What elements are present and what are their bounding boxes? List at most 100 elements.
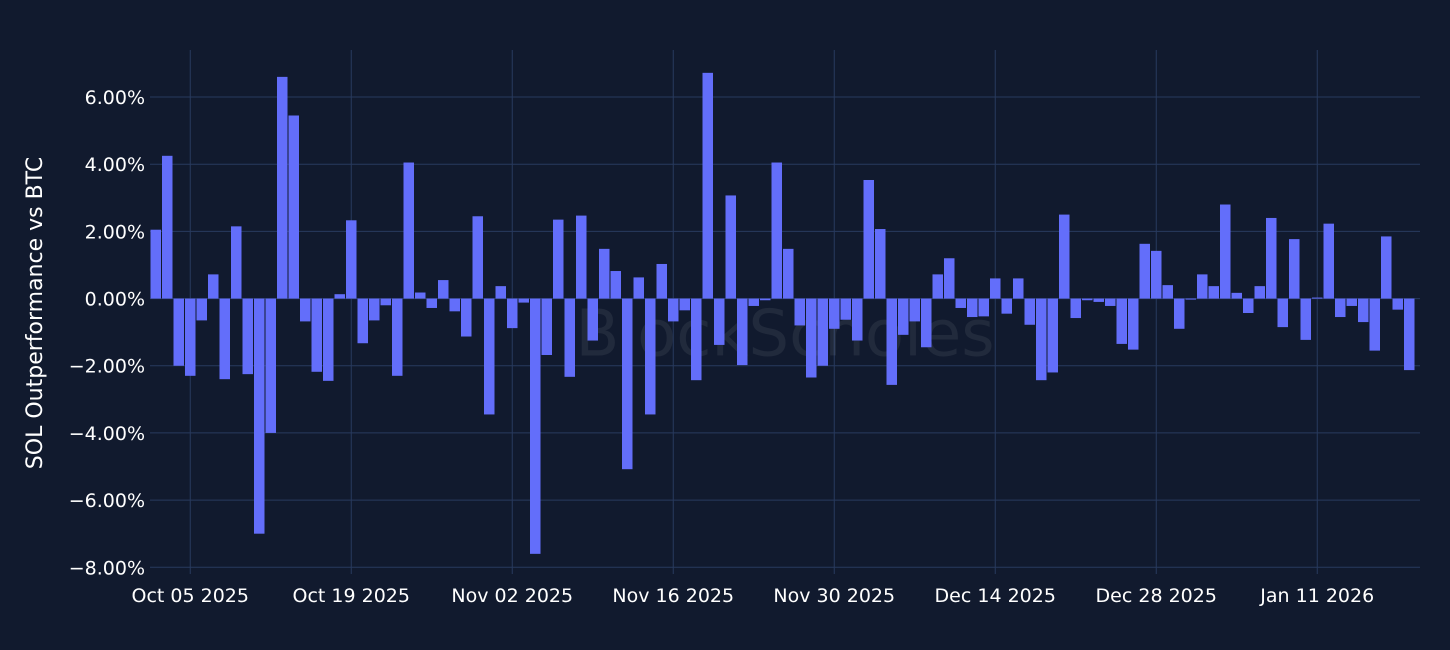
bar (1174, 298, 1185, 329)
x-tick-label: Nov 02 2025 (451, 585, 573, 607)
x-tick-label: Dec 28 2025 (1096, 585, 1217, 607)
bar (1047, 298, 1058, 373)
bar (369, 298, 380, 321)
bar (898, 298, 909, 335)
bar (1139, 243, 1150, 299)
bar (530, 298, 541, 554)
bar (254, 298, 265, 534)
bar (1024, 298, 1035, 325)
bar (334, 294, 345, 299)
bar (392, 298, 403, 376)
bar (840, 298, 851, 320)
bar (1323, 223, 1334, 299)
bar (461, 298, 472, 337)
y-tick-label: 4.00% (85, 154, 145, 176)
bar (955, 298, 966, 308)
bar (219, 298, 230, 380)
x-tick-label: Nov 16 2025 (612, 585, 734, 607)
bar (783, 248, 794, 299)
bar (380, 298, 391, 306)
bar (576, 215, 587, 299)
bar (760, 298, 771, 301)
x-tick-label: Nov 30 2025 (773, 585, 895, 607)
y-tick-label: −8.00% (69, 557, 145, 579)
bar (518, 298, 529, 303)
bar (932, 274, 943, 299)
bar (944, 258, 955, 299)
y-tick-label: 0.00% (85, 289, 145, 311)
bar (909, 298, 920, 322)
bar (323, 298, 334, 381)
bar (1312, 297, 1323, 299)
y-tick-label: −2.00% (69, 356, 145, 378)
bar (1059, 214, 1070, 299)
y-ticks: 6.00% 4.00% 2.00% 0.00% −2.00% −4.00% −6.00% −8… (69, 87, 145, 579)
bar (1093, 298, 1104, 302)
bar (967, 298, 978, 318)
bar (495, 286, 506, 299)
bar (702, 72, 713, 299)
bar (1381, 236, 1392, 299)
bar (1105, 298, 1116, 306)
bar (875, 229, 886, 299)
bar (633, 277, 644, 299)
y-tick-label: −6.00% (69, 490, 145, 512)
watermark: BlockScholes (575, 298, 994, 372)
bar (622, 298, 633, 470)
bar (300, 298, 311, 322)
bar (484, 298, 495, 415)
bar (438, 280, 449, 299)
bar (714, 298, 725, 345)
x-tick-label: Dec 14 2025 (935, 585, 1056, 607)
x-ticks: Oct 05 2025 Oct 19 2025 Nov 02 2025 Nov 16 … (132, 585, 1375, 607)
x-tick-label: Oct 19 2025 (293, 585, 410, 607)
bar (150, 229, 161, 299)
bar (1185, 298, 1196, 300)
bar (1289, 239, 1300, 299)
y-tick-label: −4.00% (69, 423, 145, 445)
bar (196, 298, 207, 321)
bar (1369, 298, 1380, 351)
bar (277, 76, 288, 299)
bar (610, 271, 621, 299)
bar (1036, 298, 1047, 381)
x-tick-label: Jan 11 2026 (1259, 585, 1374, 607)
bar (1162, 285, 1173, 299)
bar (829, 298, 840, 329)
bar (1277, 298, 1288, 328)
bar (1254, 286, 1265, 299)
bar (1128, 298, 1139, 350)
bar (1197, 274, 1208, 299)
x-tick-label: Oct 05 2025 (132, 585, 249, 607)
bar (794, 298, 805, 326)
bar (357, 298, 368, 344)
bar (162, 155, 173, 299)
bar (173, 298, 184, 366)
bar (564, 298, 575, 377)
bar (645, 298, 656, 415)
bar (1220, 204, 1231, 299)
bar (587, 298, 598, 341)
bar (817, 298, 828, 366)
bar (806, 298, 817, 378)
bar (265, 298, 276, 433)
bar (771, 162, 782, 299)
bar (863, 179, 874, 299)
bar (507, 298, 518, 329)
bar (208, 274, 219, 299)
y-tick-label: 2.00% (85, 221, 145, 243)
bar (668, 298, 679, 322)
bar (311, 298, 322, 372)
bar (1335, 298, 1346, 318)
bar (1358, 298, 1369, 323)
bar (1082, 298, 1093, 301)
bar (852, 298, 863, 341)
bar (1243, 298, 1254, 314)
bar (426, 298, 437, 308)
y-axis-label: SOL Outperformance vs BTC (23, 157, 48, 469)
bar (1300, 298, 1311, 340)
bar (1392, 298, 1403, 310)
bar (403, 162, 414, 299)
